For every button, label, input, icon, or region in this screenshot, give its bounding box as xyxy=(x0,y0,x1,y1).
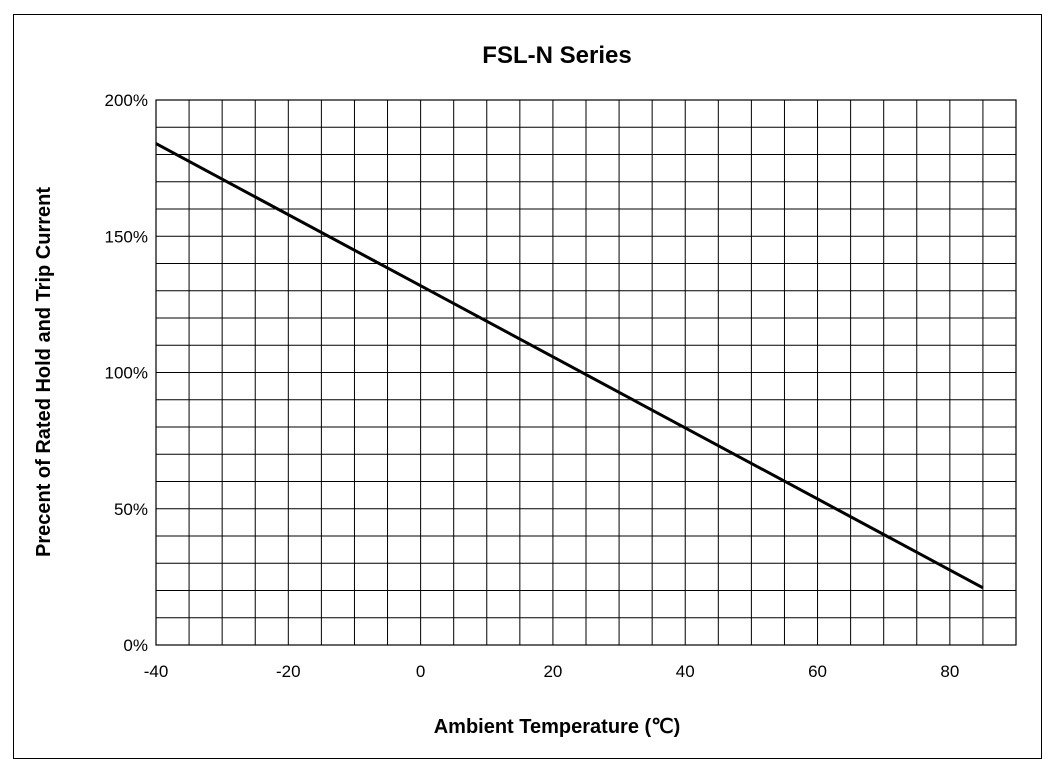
x-tick-labels: -40 -20 0 20 40 60 80 xyxy=(144,662,960,681)
x-tick-label: -20 xyxy=(276,662,301,681)
y-axis-label: Precent of Rated Hold and Trip Current xyxy=(33,187,55,557)
plot-area xyxy=(155,99,1017,646)
x-axis-label: Ambient Temperature (℃) xyxy=(434,716,681,738)
x-tick-label: 80 xyxy=(940,662,959,681)
y-tick-label: 150% xyxy=(105,227,148,246)
series-line xyxy=(155,142,984,590)
y-tick-label: 50% xyxy=(114,500,148,519)
x-tick-label: 40 xyxy=(676,662,695,681)
x-tick-label: 0 xyxy=(416,662,425,681)
series-layer xyxy=(155,142,984,590)
chart-title: FSL-N Series xyxy=(482,42,631,69)
y-tick-label: 200% xyxy=(105,91,148,110)
x-tick-label: 60 xyxy=(808,662,827,681)
grid xyxy=(155,99,1017,646)
x-tick-label: 20 xyxy=(543,662,562,681)
y-tick-label: 100% xyxy=(105,364,148,383)
y-tick-label: 0% xyxy=(123,636,148,655)
y-tick-labels: 0% 50% 100% 150% 200% xyxy=(105,91,148,655)
x-tick-label: -40 xyxy=(144,662,169,681)
